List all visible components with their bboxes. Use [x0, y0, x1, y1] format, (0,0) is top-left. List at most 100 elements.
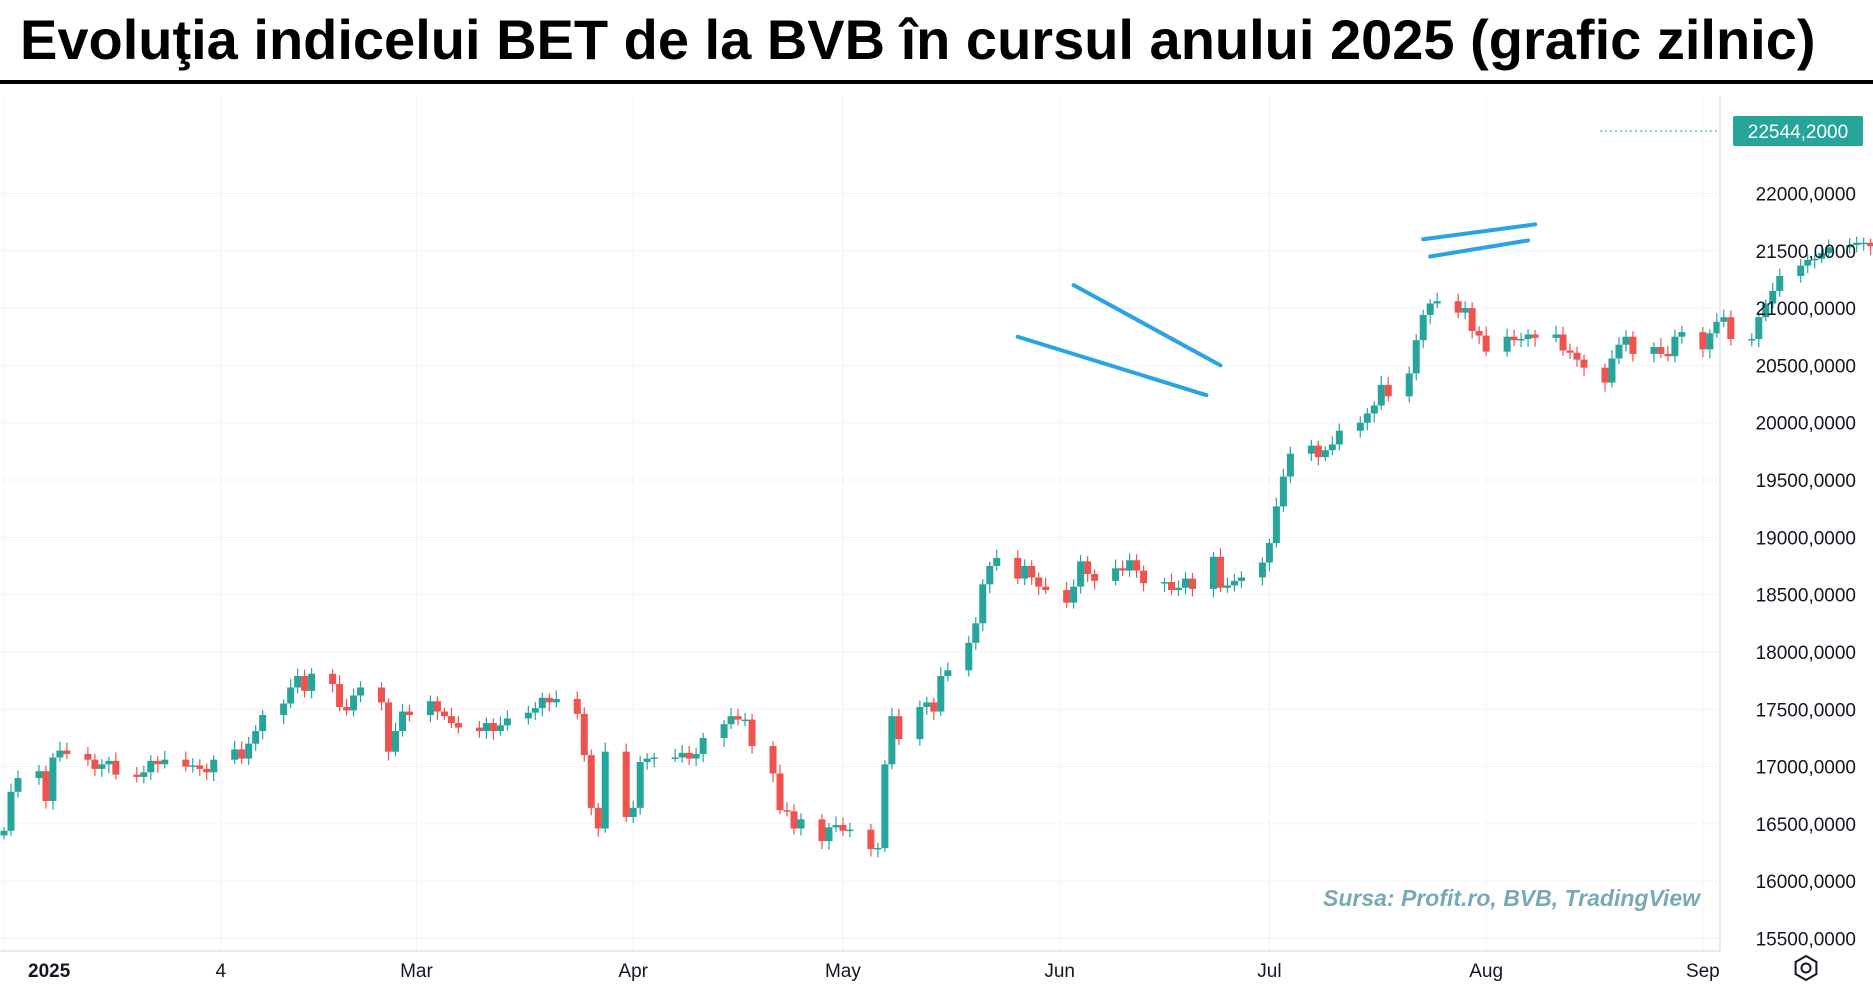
- candle-body: [259, 715, 267, 732]
- candle-body: [601, 751, 609, 829]
- x-tick-label: Sep: [1686, 961, 1720, 982]
- candle-body: [1671, 336, 1679, 357]
- candle-body: [790, 811, 798, 829]
- settings-icon[interactable]: [1794, 954, 1818, 982]
- candle-body: [189, 765, 197, 767]
- candle-body: [1664, 353, 1672, 357]
- candle-body: [1804, 259, 1812, 266]
- candle-body: [580, 713, 588, 756]
- candle-body: [329, 673, 337, 685]
- candle-body: [1811, 258, 1819, 261]
- candle-body: [1042, 586, 1050, 591]
- candle-body: [1524, 334, 1532, 340]
- candle-body: [1615, 344, 1623, 359]
- candle-body: [965, 642, 973, 671]
- candle-body: [1091, 574, 1099, 581]
- candle-body: [336, 684, 344, 707]
- candle-body: [1272, 506, 1280, 544]
- candle-body: [839, 825, 847, 831]
- candle-body: [1384, 384, 1392, 397]
- candle-body: [1140, 570, 1148, 584]
- candle-body: [685, 752, 693, 759]
- candle-body: [398, 711, 406, 732]
- candle-body: [1818, 253, 1826, 259]
- candle-body: [1755, 317, 1763, 340]
- candle-body: [594, 807, 602, 829]
- candle-body: [1762, 303, 1770, 318]
- title-underline: [0, 80, 1873, 84]
- candles: [0, 236, 1873, 858]
- candle-body: [678, 752, 686, 758]
- y-tick-label: 22000,0000: [1756, 184, 1856, 205]
- candle-body: [1328, 444, 1336, 451]
- candle-body: [1307, 445, 1315, 454]
- candle-body: [1622, 336, 1630, 345]
- last-value-label: 22544,2000: [1600, 116, 1863, 147]
- candle-body: [182, 759, 190, 767]
- candle-body: [1370, 405, 1378, 414]
- grid-lines: [0, 96, 1720, 950]
- candle-body: [1531, 334, 1539, 338]
- candle-body: [1503, 336, 1511, 352]
- last-value-box: [1733, 116, 1863, 147]
- candle-body: [1573, 352, 1581, 360]
- candle-body: [154, 760, 162, 765]
- y-tick-label: 16500,0000: [1756, 815, 1856, 836]
- y-tick-label: 18500,0000: [1756, 586, 1856, 607]
- candle-body: [1028, 565, 1036, 578]
- pattern-line: [1428, 238, 1531, 259]
- candle-body: [42, 771, 50, 801]
- candle-body: [825, 827, 833, 842]
- x-tick-label: 4: [215, 961, 226, 982]
- candle-body: [923, 702, 931, 707]
- candle-body: [587, 755, 595, 808]
- pattern-line: [1071, 283, 1223, 368]
- candle-body: [454, 723, 462, 728]
- candle-body: [1286, 453, 1294, 477]
- candle-body: [238, 749, 246, 759]
- candle-body: [699, 737, 707, 754]
- candle-body: [1853, 242, 1861, 246]
- candle-body: [1678, 332, 1686, 337]
- candle-body: [405, 711, 413, 716]
- candle-body: [1335, 430, 1343, 445]
- candle-body: [1461, 308, 1469, 313]
- candle-body: [1727, 317, 1735, 340]
- candle-body: [1182, 578, 1190, 588]
- candle-body: [203, 768, 211, 773]
- y-tick-label: 19000,0000: [1756, 528, 1856, 549]
- candle-body: [944, 670, 952, 677]
- candle-body: [7, 791, 15, 831]
- y-tick-label: 17500,0000: [1756, 700, 1856, 721]
- candle-body: [552, 698, 560, 703]
- candle-body: [105, 760, 113, 765]
- candle-body: [35, 771, 43, 779]
- candle-body: [1077, 561, 1085, 587]
- last-value-text: 22544,2000: [1748, 122, 1848, 143]
- candle-body: [734, 716, 742, 720]
- chart-title: Evoluţia indicelui BET de la BVB în curs…: [20, 8, 1816, 71]
- candle-body: [671, 757, 679, 759]
- candle-body: [98, 764, 106, 769]
- candle-body: [1706, 333, 1714, 350]
- source-text: Sursa: Profit.ro, BVB, TradingView: [1323, 885, 1702, 911]
- candle-body: [1713, 321, 1721, 334]
- candle-body: [252, 731, 260, 744]
- x-tick-label: Apr: [618, 961, 648, 982]
- candle-body: [496, 725, 504, 732]
- candle-body: [1021, 565, 1029, 579]
- candle-body: [56, 750, 64, 758]
- candle-body: [210, 759, 218, 773]
- candle-body: [531, 708, 539, 713]
- candle-body: [1035, 577, 1043, 587]
- x-tick-label: 2025: [28, 961, 71, 982]
- candle-body: [385, 702, 393, 752]
- candle-body: [643, 758, 651, 763]
- candle-body: [1084, 561, 1092, 575]
- candle-body: [545, 697, 553, 703]
- candle-body: [524, 712, 532, 719]
- candle-body: [1063, 590, 1071, 603]
- candle-body: [433, 701, 441, 712]
- candle-body: [1867, 242, 1873, 247]
